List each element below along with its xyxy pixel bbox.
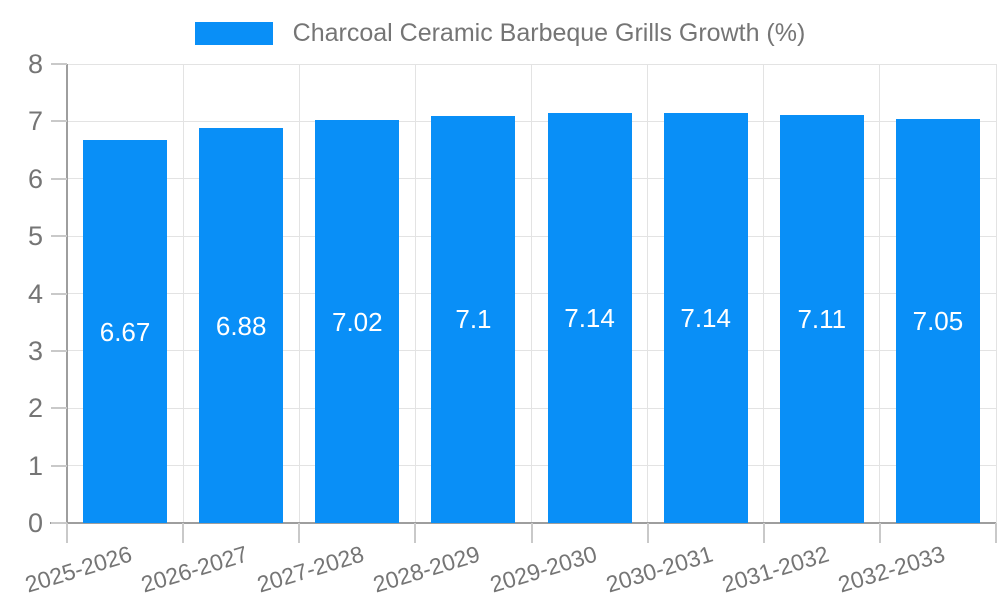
x-tick (66, 523, 68, 543)
y-axis-line (66, 64, 68, 525)
y-tick (51, 349, 67, 352)
legend-item[interactable]: Charcoal Ceramic Barbeque Grills Growth … (0, 16, 1000, 50)
y-tick (51, 63, 67, 65)
x-tick (414, 523, 417, 543)
y-tick-label: 6 (27, 163, 43, 194)
bar[interactable] (895, 118, 980, 523)
bar[interactable] (83, 140, 168, 523)
bar[interactable] (547, 113, 632, 523)
y-tick-label: 5 (27, 221, 43, 252)
x-axis-line (50, 522, 996, 524)
y-tick-label: 1 (27, 450, 43, 481)
y-tick-label: 8 (27, 49, 43, 79)
bar[interactable] (779, 115, 864, 523)
x-tick (530, 523, 533, 543)
bar[interactable] (199, 128, 284, 523)
legend-label: Charcoal Ceramic Barbeque Grills Growth … (292, 18, 806, 47)
v-gridline (182, 64, 184, 523)
v-gridline (298, 64, 300, 523)
v-gridline (647, 64, 649, 523)
x-tick (995, 523, 997, 543)
y-tick (51, 177, 67, 180)
y-tick-label: 7 (27, 106, 43, 137)
y-tick (51, 407, 67, 410)
y-tick-label: 3 (27, 335, 43, 366)
y-tick (51, 464, 67, 467)
x-tick (182, 523, 185, 543)
x-tick (646, 523, 649, 543)
y-tick (51, 120, 67, 123)
y-tick-label: 4 (27, 278, 43, 309)
v-gridline (531, 64, 532, 523)
y-tick (51, 235, 67, 238)
bar[interactable] (315, 120, 400, 523)
y-tick-label: 2 (27, 393, 43, 424)
v-gridline (995, 64, 997, 523)
x-tick (878, 523, 881, 543)
v-gridline (414, 64, 416, 523)
plot-area: 0 1 2 3 4 5 6 7 8 6.67 2025-2026 6.88 2026-2027 7.02 2… (22, 49, 997, 598)
v-gridline (763, 64, 765, 523)
x-tick (762, 523, 765, 543)
bar[interactable] (431, 115, 516, 523)
y-tick (51, 522, 67, 524)
legend-swatch-icon (194, 21, 273, 45)
x-tick (298, 523, 301, 543)
bar[interactable] (663, 113, 748, 523)
y-tick (51, 292, 67, 295)
v-gridline (879, 64, 881, 523)
y-tick-label: 0 (27, 508, 43, 538)
